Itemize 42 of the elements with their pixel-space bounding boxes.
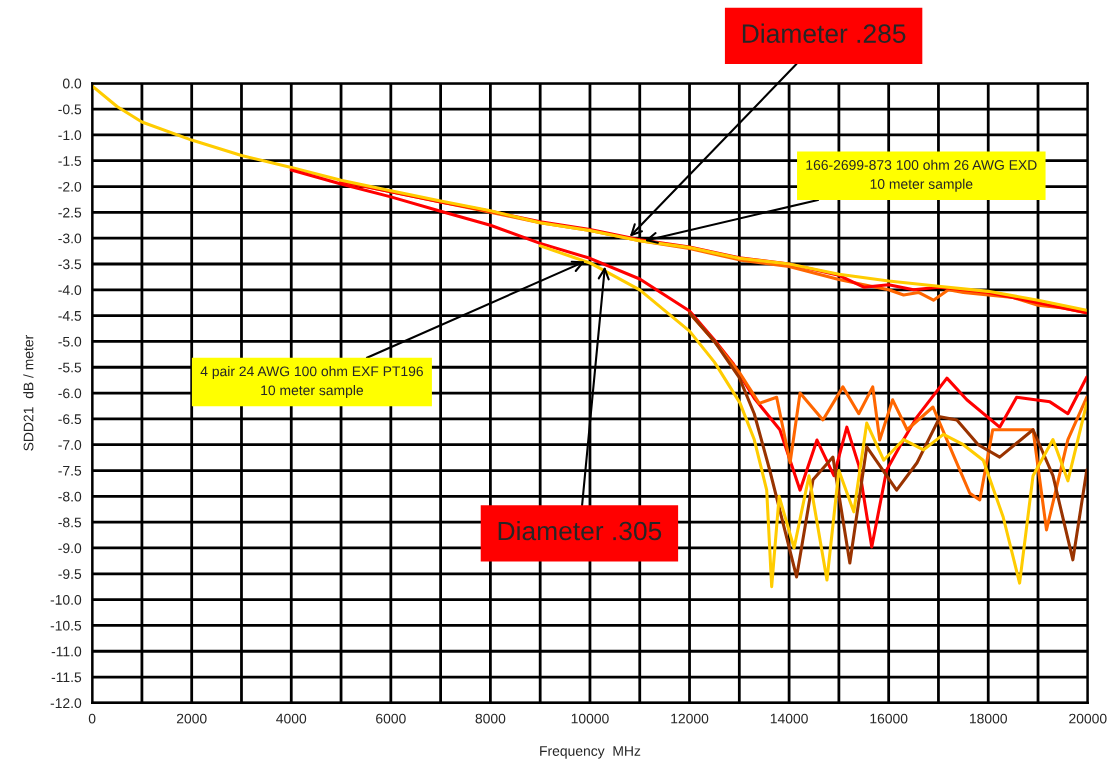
y-tick-label: -4.5 <box>58 311 82 321</box>
y-tick-label: -10.5 <box>50 620 82 631</box>
x-tick-label: 16000 <box>870 713 908 724</box>
y-tick-label: -10.0 <box>50 594 82 605</box>
y-tick-label: -1.5 <box>58 156 82 166</box>
annotation: Diameter .305 <box>498 520 662 541</box>
y-tick-label: -8.0 <box>58 491 82 502</box>
annotation: 4 pair 24 AWG 100 ohm EXF PT196 10 meter sample <box>200 366 423 398</box>
annotation: Diameter .285 <box>742 23 906 43</box>
y-tick-label: -6.5 <box>58 414 82 425</box>
x-tick-label: 18000 <box>969 713 1007 724</box>
x-tick-label: 4000 <box>276 713 307 724</box>
x-tick-label: 0 <box>88 713 96 724</box>
y-tick-label: -0.5 <box>58 104 82 115</box>
y-tick-label: -7.5 <box>58 466 82 476</box>
y-tick-label: -1.0 <box>58 130 82 141</box>
y-tick-label: -2.0 <box>58 181 82 192</box>
y-axis-title: SDD21 dB / meter <box>23 335 34 451</box>
y-tick-label: -2.5 <box>58 207 82 218</box>
y-tick-label: -5.0 <box>58 336 82 347</box>
y-tick-label: -9.5 <box>58 569 82 579</box>
x-tick-label: 2000 <box>176 713 207 724</box>
x-tick-label: 20000 <box>1069 713 1107 724</box>
x-tick-label: 14000 <box>770 713 808 724</box>
y-tick-label: -11.0 <box>51 646 82 657</box>
y-tick-label: -3.5 <box>58 259 82 270</box>
x-tick-label: 10000 <box>571 713 609 724</box>
y-tick-label: -4.0 <box>58 285 82 295</box>
x-tick-label: 12000 <box>671 713 709 724</box>
y-tick-label: -6.0 <box>58 388 82 399</box>
y-tick-label: -9.0 <box>58 543 82 554</box>
y-tick-label: -5.5 <box>58 362 82 373</box>
y-tick-label: 0.0 <box>62 78 82 89</box>
x-tick-label: 6000 <box>376 713 406 724</box>
y-tick-label: -12.0 <box>50 698 82 709</box>
y-tick-label: -3.0 <box>58 233 82 244</box>
x-axis-title: Frequency MHz <box>540 746 641 759</box>
annotation: 166-2699-873 100 ohm 26 AWG EXD 10 meter sample <box>806 159 1037 192</box>
x-tick-label: 8000 <box>475 713 506 724</box>
y-tick-label: -8.5 <box>58 517 82 528</box>
y-tick-label: -11.5 <box>51 672 82 683</box>
y-tick-label: -7.0 <box>58 440 82 450</box>
